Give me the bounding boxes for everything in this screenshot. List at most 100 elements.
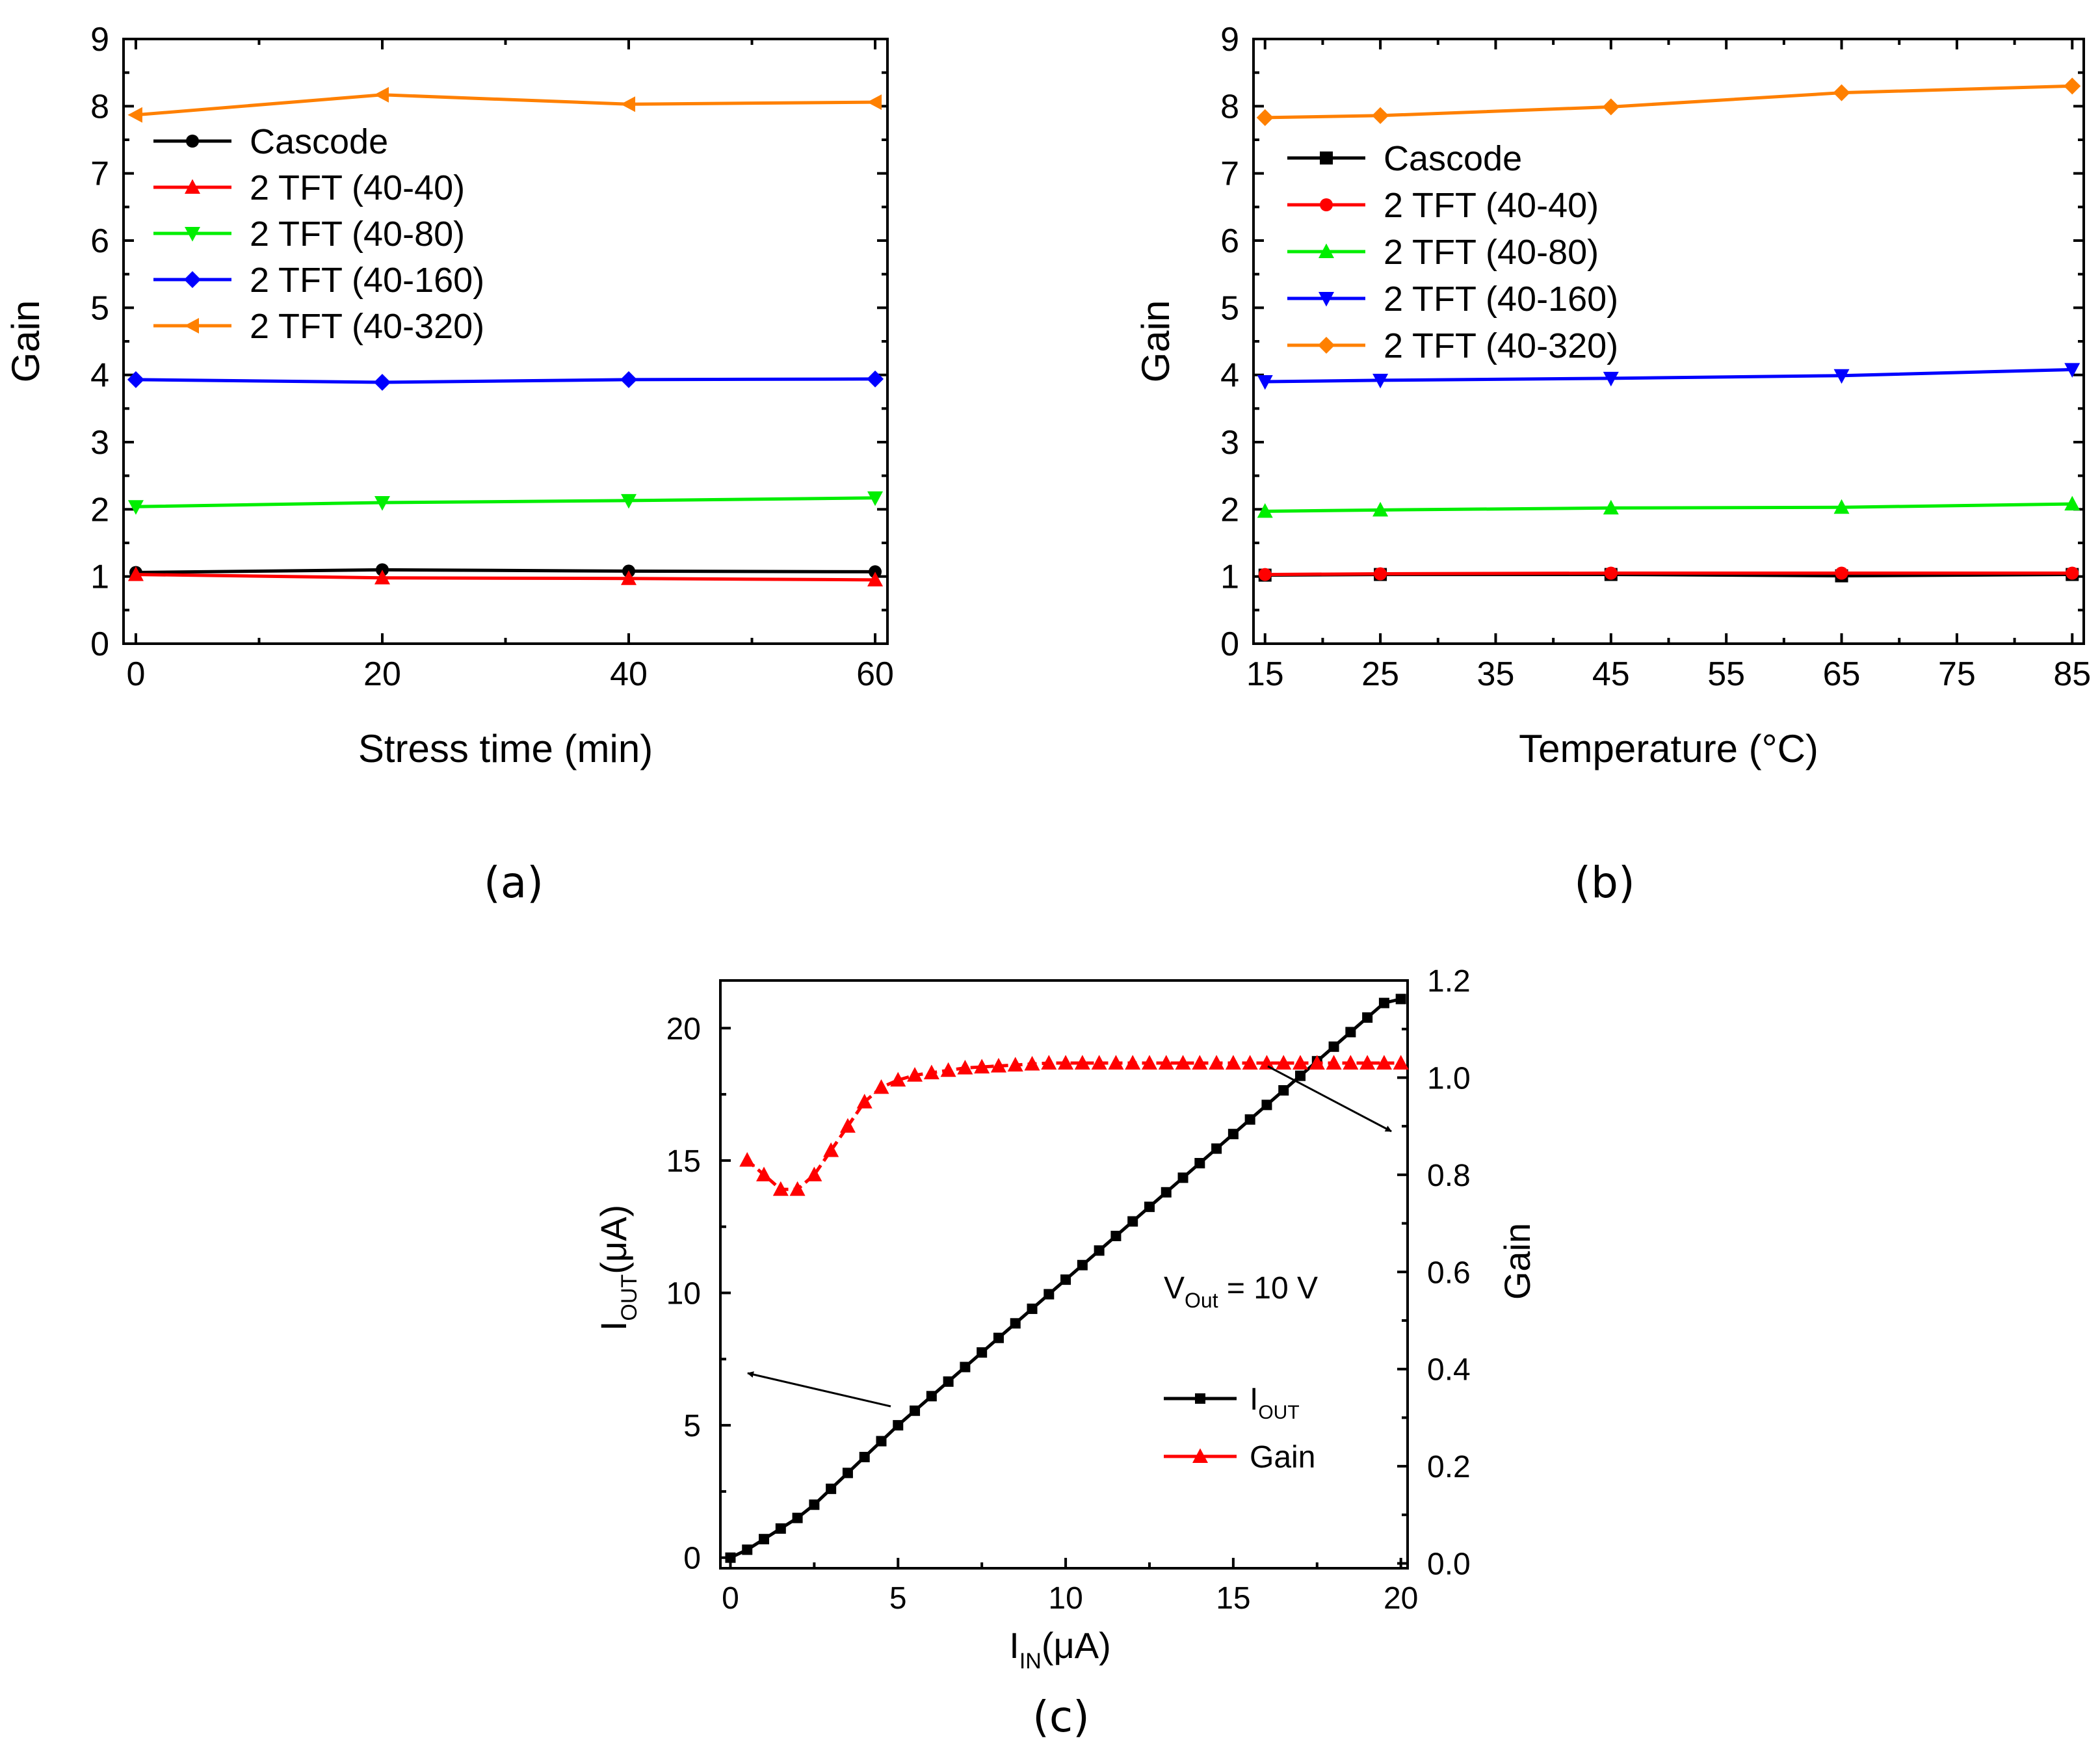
data-point <box>1835 566 1848 580</box>
y-axis-label: Gain <box>4 300 47 383</box>
data-point <box>1110 1230 1122 1241</box>
data-point <box>620 96 636 112</box>
panel-caption: (b) <box>1574 858 1634 908</box>
data-point <box>127 371 144 388</box>
x-tick-label: 25 <box>1361 655 1399 693</box>
data-point <box>907 1067 923 1082</box>
data-point <box>127 107 142 123</box>
x-tick-label: 0 <box>722 1581 739 1616</box>
legend-marker <box>1319 292 1334 307</box>
legend-label: 2 TFT (40-320) <box>250 307 484 346</box>
series-line <box>135 377 876 384</box>
data-point <box>1395 993 1406 1005</box>
y-tick-label: 0 <box>90 625 109 663</box>
y2-axis-label: Gain <box>1497 1223 1538 1300</box>
data-point <box>1192 1055 1208 1070</box>
data-point <box>890 1072 906 1087</box>
y2-tick-label: 0.6 <box>1427 1256 1471 1290</box>
data-point <box>374 496 390 511</box>
y-tick-label: 8 <box>1220 88 1239 125</box>
legend: Cascode 2 TFT (40-40) 2 TFT (40-80) 2 TFT (… <box>1287 139 1618 365</box>
data-point <box>2064 495 2080 511</box>
legend-marker <box>1320 198 1333 211</box>
data-point <box>1244 1114 1255 1125</box>
x-tick-label: 75 <box>1938 655 1976 693</box>
legend-label: IOUT <box>1250 1382 1300 1423</box>
panel-caption: (a) <box>484 858 544 908</box>
plot-frame <box>719 979 1409 1570</box>
data-point <box>1127 1216 1138 1227</box>
x-axis-label-unit: (μA) <box>1042 1625 1111 1666</box>
legend-label: Gain <box>1250 1440 1315 1475</box>
data-point <box>856 1094 873 1109</box>
data-point <box>1058 1055 1074 1070</box>
y-tick-label: 0 <box>683 1542 701 1576</box>
data-point <box>1158 1055 1174 1070</box>
x-tick-label: 15 <box>1216 1581 1250 1616</box>
y-tick-label: 5 <box>683 1409 701 1443</box>
annotation-arrow-left <box>747 1371 891 1408</box>
data-point <box>1125 1055 1141 1070</box>
data-point <box>867 94 882 111</box>
y2-tick-label: 0.4 <box>1427 1353 1471 1387</box>
data-point <box>1372 107 1389 124</box>
data-point <box>1010 1318 1021 1329</box>
data-point <box>374 86 389 103</box>
x-axis-label-main: I <box>1009 1625 1019 1666</box>
legend-label: Cascode <box>1384 139 1522 178</box>
data-point <box>1194 1157 1205 1168</box>
series-line <box>1265 84 2073 120</box>
legend-label: 2 TFT (40-40) <box>1384 186 1599 225</box>
data-point <box>1257 375 1273 390</box>
y-tick-label: 2 <box>90 491 109 529</box>
data-point <box>1372 501 1389 517</box>
vout-sub: Out <box>1185 1289 1218 1312</box>
data-point <box>823 1142 839 1157</box>
x-tick-label: 20 <box>1384 1581 1418 1616</box>
data-point <box>923 1064 939 1079</box>
data-point <box>127 566 144 581</box>
x-tick-label: 40 <box>610 655 648 693</box>
data-point <box>842 1467 853 1479</box>
y-tick-label: 0 <box>1220 625 1239 663</box>
legend-label: 2 TFT (40-160) <box>1384 280 1618 319</box>
legend-label: 2 TFT (40-80) <box>1384 233 1599 272</box>
data-point <box>1359 1055 1376 1070</box>
data-point <box>1007 1057 1023 1072</box>
data-point <box>789 1181 806 1196</box>
data-point <box>1141 1055 1157 1070</box>
vout-rest: = 10 V <box>1218 1271 1318 1306</box>
data-point <box>1259 1055 1275 1070</box>
legend-marker <box>1195 1393 1205 1404</box>
y-tick-label: 2 <box>1220 491 1239 529</box>
data-point <box>1603 499 1619 515</box>
data-point <box>1074 1055 1090 1070</box>
data-point <box>859 1451 870 1462</box>
legend-marker <box>184 271 201 288</box>
x-axis-label: Temperature (°C) <box>1519 727 1818 770</box>
x-tick-label: 65 <box>1823 655 1861 693</box>
series-line <box>135 496 876 508</box>
data-point <box>1227 1129 1239 1140</box>
data-point <box>990 1057 1006 1073</box>
data-point <box>1393 1055 1409 1070</box>
data-point <box>1276 1055 1292 1070</box>
y2-tick-label: 0.0 <box>1427 1547 1471 1582</box>
data-point <box>867 370 884 388</box>
y-tick-label: 7 <box>90 155 109 193</box>
data-point <box>1376 1055 1392 1070</box>
legend-label-main: I <box>1250 1382 1258 1417</box>
y-tick-label: 10 <box>666 1277 701 1311</box>
data-point <box>940 1062 956 1077</box>
data-point <box>1027 1303 1038 1314</box>
data-point <box>2064 363 2080 378</box>
y-tick-label: 3 <box>90 424 109 462</box>
data-point <box>1374 567 1387 581</box>
data-point <box>867 572 884 586</box>
x-tick-label: 35 <box>1477 655 1515 693</box>
data-point <box>1261 1099 1272 1111</box>
data-point <box>2064 77 2081 95</box>
x-axis-label-sub: IN <box>1019 1649 1042 1674</box>
